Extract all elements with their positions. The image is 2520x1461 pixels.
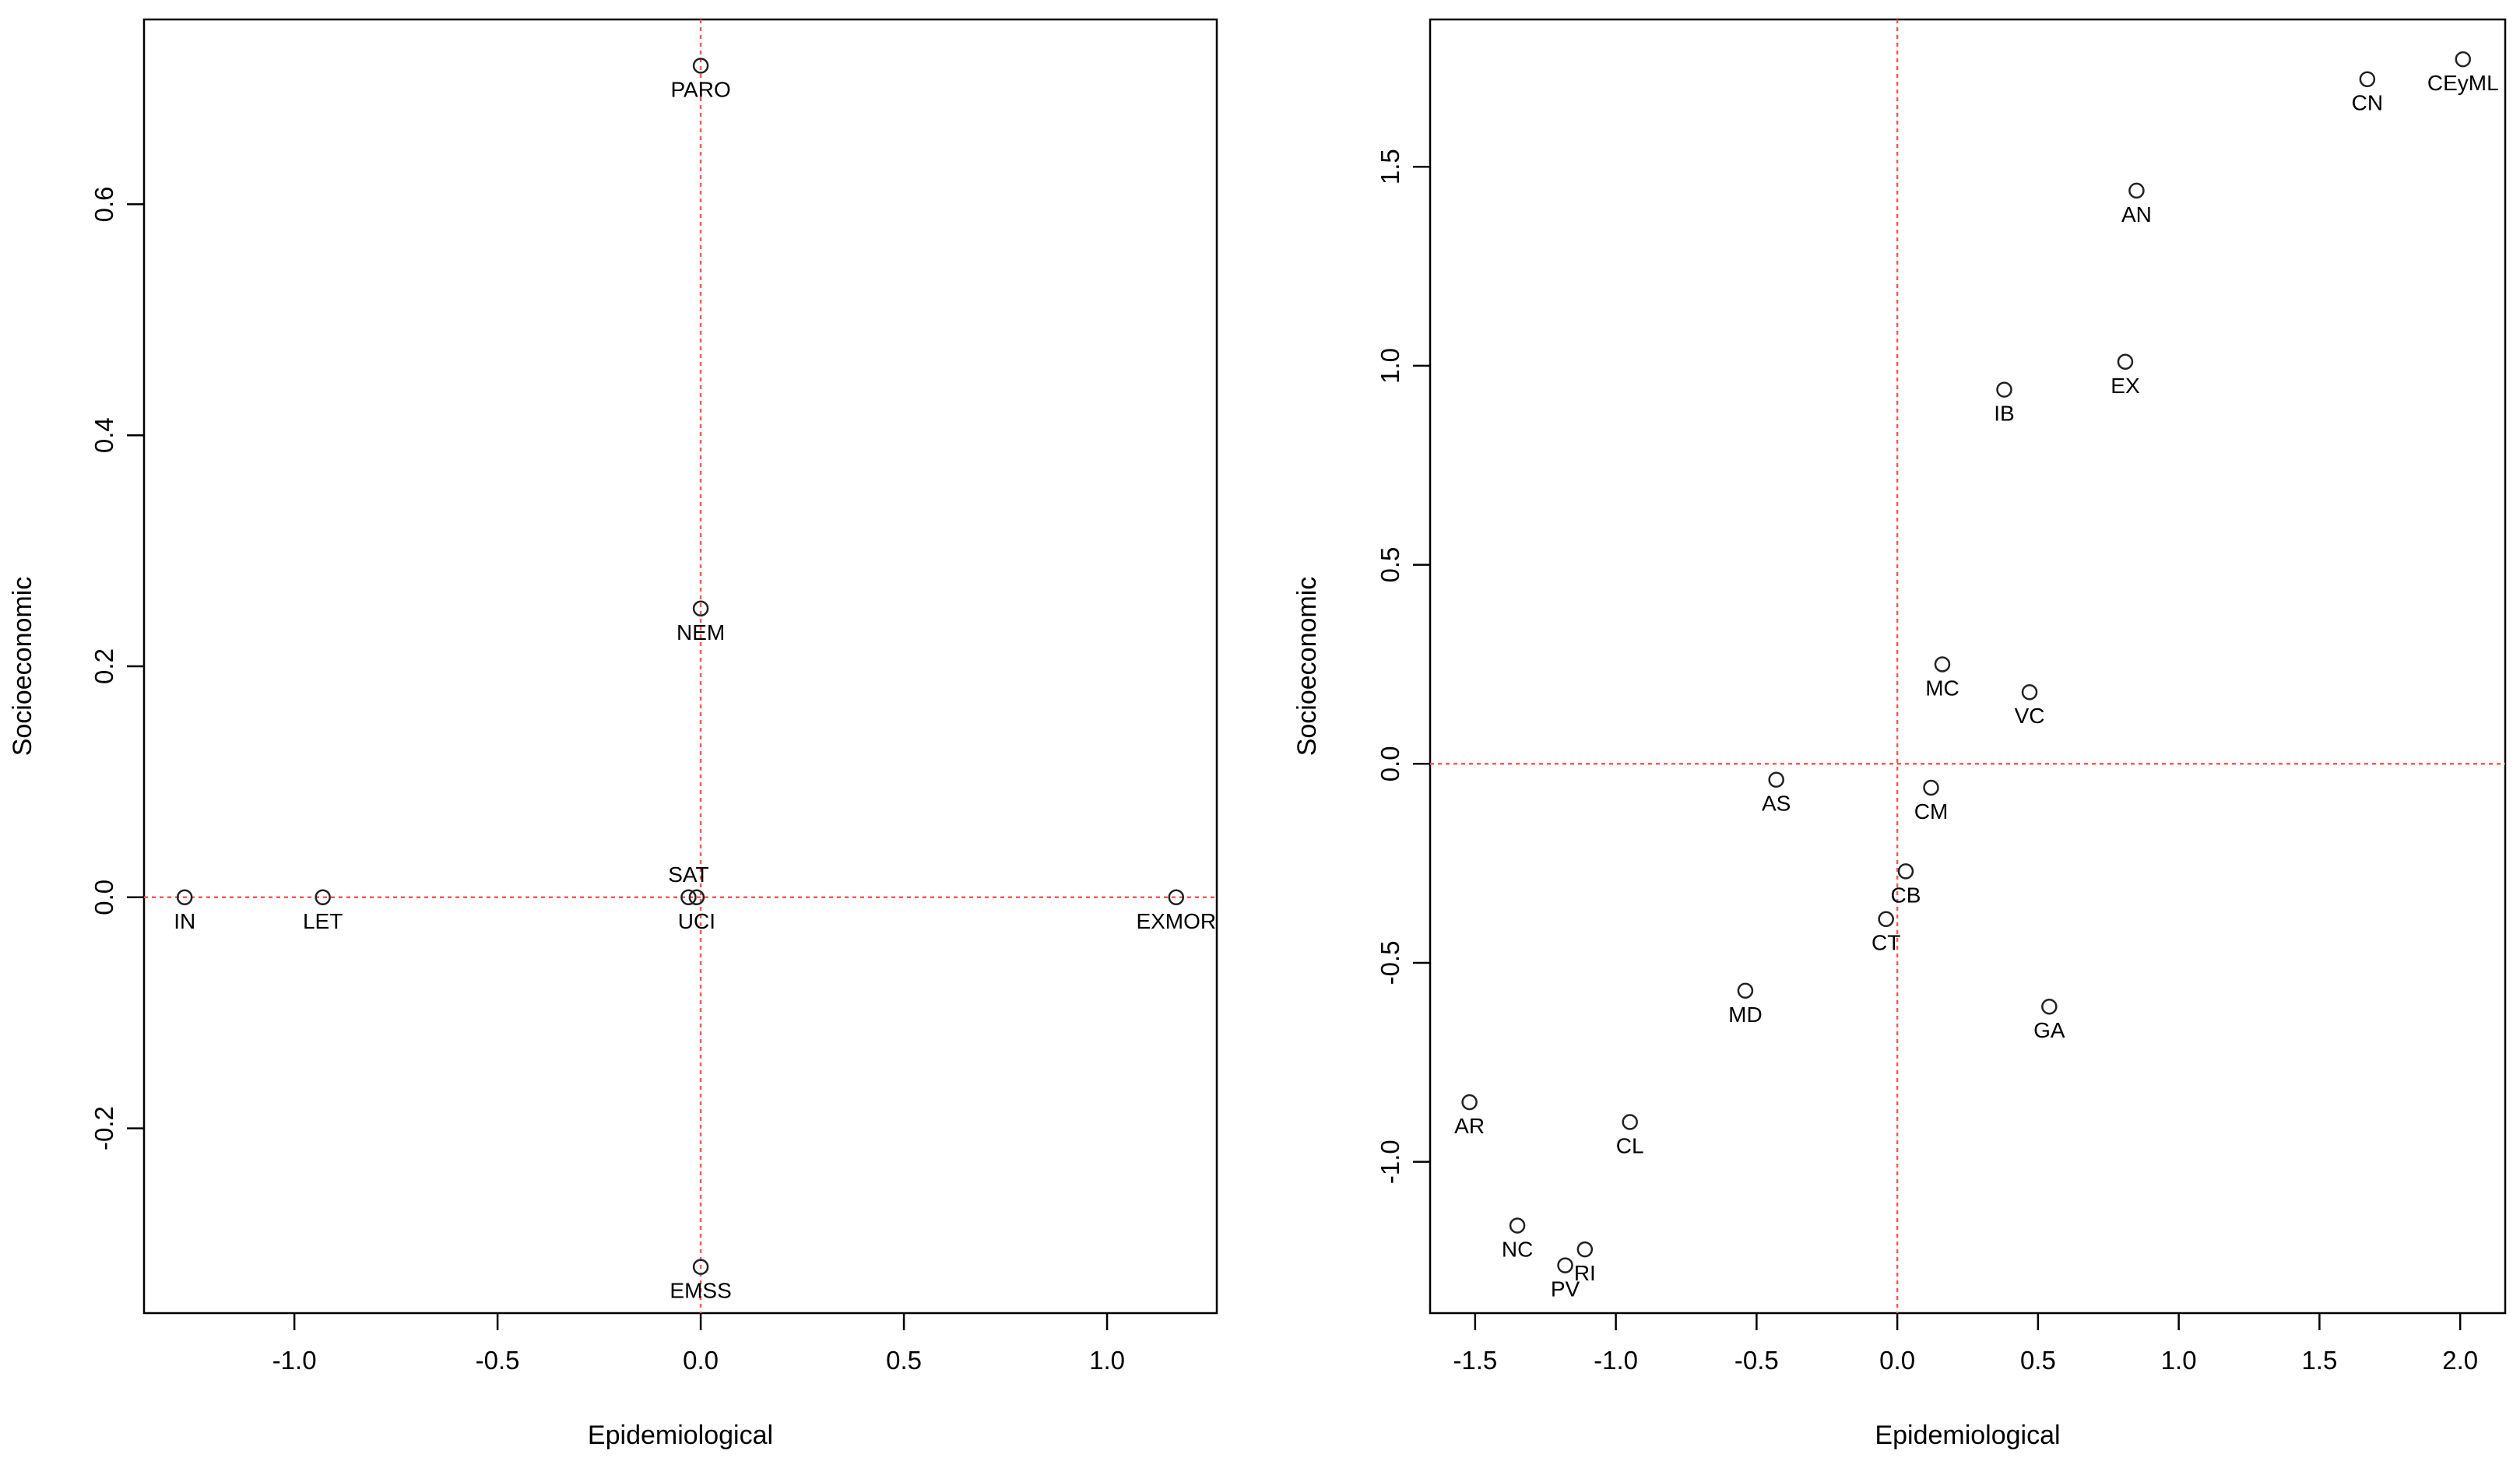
data-point-sat	[680, 889, 697, 906]
data-point-as	[1768, 771, 1784, 788]
point-label-nc: NC	[1502, 1237, 1533, 1261]
x-tick-label: 2.0	[2442, 1346, 2478, 1375]
point-label-ri: RI	[1574, 1261, 1596, 1285]
point-label-cm: CM	[1914, 799, 1949, 824]
point-label-md: MD	[1728, 1003, 1763, 1027]
point-label-cl: CL	[1616, 1134, 1644, 1158]
data-point-md	[1737, 982, 1754, 999]
x-tick-label: -1.5	[1453, 1346, 1497, 1375]
data-point-cm	[1923, 779, 1939, 796]
data-point-ex	[2117, 353, 2134, 371]
plot-frame	[142, 18, 1218, 1315]
x-tick-label: 0.0	[1879, 1346, 1915, 1375]
point-label-cn: CN	[2352, 91, 2383, 115]
data-point-ct	[1878, 911, 1894, 927]
data-point-nc	[1509, 1217, 1526, 1234]
point-label-uci: UCI	[678, 909, 715, 933]
point-label-cb: CB	[1891, 883, 1921, 907]
x-tick-label: 1.5	[2301, 1346, 2337, 1375]
x-axis-title: Epidemiological	[1875, 1421, 2060, 1450]
y-axis-title: Socioeconomic	[1292, 577, 1322, 757]
data-point-uci	[688, 889, 705, 906]
data-point-vc	[2021, 683, 2038, 701]
y-tick-label: 1.0	[1376, 348, 1404, 384]
y-tick-label: 0.2	[90, 648, 118, 684]
data-point-ga	[2041, 998, 2058, 1015]
data-point-cl	[1622, 1114, 1638, 1130]
data-point-exmor	[1168, 889, 1185, 906]
point-label-paro: PARO	[670, 77, 730, 101]
point-label-emss: EMSS	[670, 1279, 731, 1303]
point-label-ex: EX	[2111, 374, 2140, 398]
x-tick-label: -0.5	[476, 1346, 520, 1375]
y-tick-label: -0.5	[1376, 941, 1404, 985]
point-label-ga: GA	[2033, 1018, 2065, 1042]
data-point-cb	[1897, 863, 1914, 880]
x-tick-label: 1.0	[2161, 1346, 2197, 1375]
data-point-paro	[692, 58, 709, 74]
point-label-ar: AR	[1454, 1114, 1485, 1138]
x-tick-label: 0.5	[886, 1346, 922, 1375]
data-point-ceyml	[2455, 51, 2472, 68]
x-tick-label: -1.0	[272, 1346, 317, 1375]
point-label-pv: PV	[1551, 1277, 1580, 1301]
y-tick-label: -0.2	[90, 1106, 118, 1150]
data-point-ib	[1996, 381, 2012, 398]
point-label-ct: CT	[1872, 931, 1900, 955]
data-point-emss	[692, 1259, 709, 1275]
point-label-vc: VC	[2015, 704, 2045, 728]
data-point-cn	[2359, 71, 2376, 87]
data-point-pv	[1557, 1257, 1573, 1273]
point-label-exmor: EXMOR	[1136, 909, 1216, 933]
y-tick-label: 0.6	[90, 186, 118, 222]
plot-frame	[1429, 18, 2507, 1315]
data-point-in	[176, 889, 193, 906]
data-point-ri	[1576, 1241, 1594, 1258]
left-scatter-panel: -1.0 -0.5 0.0 0.5 1.0 -0.2 0.0 0.2 0.4 0.6 Epidemi…	[8, 18, 1218, 1450]
point-label-in: IN	[174, 909, 195, 933]
data-point-an	[2128, 182, 2145, 199]
point-label-an: AN	[2121, 202, 2152, 227]
y-axis-title: Socioeconomic	[8, 577, 37, 757]
x-tick-label: 1.0	[1089, 1346, 1125, 1375]
y-tick-label: 0.4	[90, 417, 118, 453]
y-tick-label: 0.0	[1376, 746, 1404, 781]
point-label-ib: IB	[1994, 402, 2014, 426]
y-tick-label: 1.5	[1376, 149, 1404, 184]
data-point-nem	[692, 600, 709, 617]
y-tick-label: 0.0	[90, 880, 118, 915]
y-tick-label: 0.5	[1376, 547, 1404, 583]
x-tick-label: -0.5	[1734, 1346, 1779, 1375]
x-tick-label: 0.5	[2020, 1346, 2056, 1375]
point-label-sat: SAT	[668, 862, 708, 887]
point-label-let: LET	[303, 909, 343, 933]
data-point-mc	[1934, 656, 1951, 673]
y-tick-label: -1.0	[1376, 1140, 1404, 1184]
x-tick-label: 0.0	[683, 1346, 719, 1375]
right-scatter-panel: -1.5 -1.0 -0.5 0.0 0.5 1.0 1.5 2.0 -1.0 -0.5 0.0 0.…	[1292, 18, 2507, 1450]
x-tick-label: -1.0	[1594, 1346, 1638, 1375]
x-axis-title: Epidemiological	[588, 1421, 773, 1450]
data-point-let	[315, 889, 331, 906]
point-label-mc: MC	[1925, 676, 1959, 700]
data-point-ar	[1461, 1094, 1478, 1111]
point-label-ceyml: CEyML	[2427, 71, 2499, 95]
point-label-as: AS	[1762, 792, 1791, 816]
point-label-nem: NEM	[677, 620, 725, 644]
